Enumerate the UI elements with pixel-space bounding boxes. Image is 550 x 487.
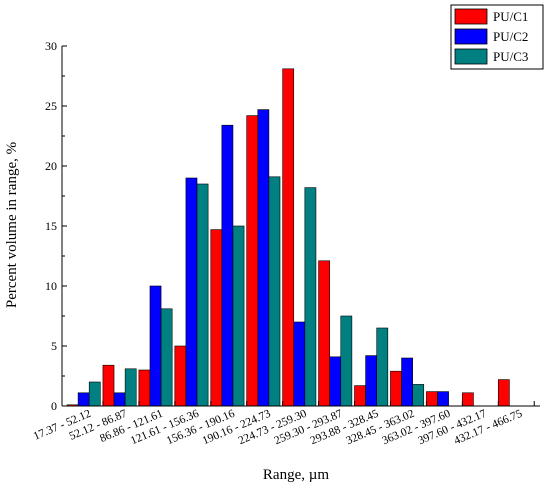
bar-pu-c2-5 <box>257 109 270 407</box>
bar-pu-c3-3 <box>196 183 209 407</box>
bar-pu-c1-8 <box>354 385 366 407</box>
y-tick-label-25: 25 <box>45 99 57 113</box>
bar-pu-c1-9 <box>390 370 402 407</box>
y-tick-label-15: 15 <box>45 219 57 233</box>
bar-pu-c3-9 <box>412 384 425 407</box>
bar-pu-c3-0 <box>88 381 101 407</box>
legend-label-pu-c3: PU/C3 <box>493 49 528 64</box>
bar-pu-c2-1 <box>113 392 126 407</box>
y-tick-label-5: 5 <box>51 339 57 353</box>
bar-pu-c2-10 <box>437 391 449 407</box>
y-tick-label-10: 10 <box>45 279 57 293</box>
bar-pu-c2-7 <box>329 356 342 407</box>
bar-pu-c1-6 <box>282 68 295 407</box>
legend-label-pu-c1: PU/C1 <box>493 9 528 24</box>
bar-pu-c3-7 <box>340 315 353 407</box>
bar-pu-c2-0 <box>77 392 90 407</box>
bar-pu-c3-1 <box>124 368 137 407</box>
bar-pu-c3-5 <box>268 176 281 407</box>
bar-pu-c1-7 <box>318 260 330 407</box>
x-axis-label: Range, µm <box>263 467 329 483</box>
bar-pu-c1-10 <box>426 391 438 407</box>
legend-swatch-pu-c2 <box>454 28 488 45</box>
bar-pu-c2-3 <box>185 177 198 407</box>
legend: PU/C1 PU/C2 PU/C3 <box>450 4 544 70</box>
y-tick-label-0: 0 <box>51 399 57 413</box>
bars-layer <box>66 68 510 407</box>
bar-pu-c1-12 <box>497 379 510 407</box>
bar-pu-c2-9 <box>401 357 413 407</box>
axes-layer <box>61 45 540 407</box>
legend-swatch-pu-c3 <box>454 48 488 65</box>
bar-pu-c1-2 <box>138 369 151 407</box>
y-axis-label: Percent volume in range, % <box>4 142 20 308</box>
y-tick-label-20: 20 <box>45 159 57 173</box>
y-tick-labels: 0 5 10 15 20 25 30 <box>45 39 57 413</box>
legend-swatch-pu-c1 <box>454 8 488 25</box>
bar-pu-c2-4 <box>221 124 234 407</box>
bar-pu-c2-2 <box>149 285 162 407</box>
bar-pu-c2-8 <box>365 355 378 407</box>
bar-pu-c1-1 <box>102 364 115 407</box>
legend-label-pu-c2: PU/C2 <box>493 29 528 44</box>
bar-pu-c1-11 <box>462 392 474 407</box>
bar-pu-c3-4 <box>232 225 245 407</box>
bar-pu-c3-2 <box>160 308 173 407</box>
bar-pu-c1-4 <box>210 229 223 407</box>
bar-pu-c1-5 <box>246 115 259 407</box>
y-tick-label-30: 30 <box>45 39 57 53</box>
bar-pu-c3-6 <box>304 187 317 407</box>
bar-pu-c3-8 <box>376 327 389 407</box>
bar-pu-c2-6 <box>293 321 306 407</box>
bar-pu-c1-3 <box>174 345 187 407</box>
